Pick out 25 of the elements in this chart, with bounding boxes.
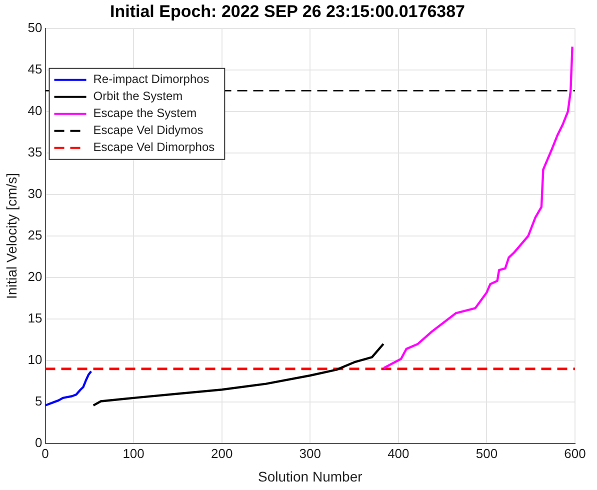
legend-label: Escape Vel Dimorphos bbox=[93, 140, 215, 154]
y-tick-label: 20 bbox=[28, 269, 42, 284]
x-tick-label: 300 bbox=[299, 446, 321, 461]
legend-label: Orbit the System bbox=[93, 89, 183, 104]
y-tick-label: 40 bbox=[28, 103, 42, 118]
y-tick-label: 35 bbox=[28, 144, 42, 160]
y-tick-label: 5 bbox=[35, 394, 42, 409]
y-tick-label: 30 bbox=[28, 186, 42, 202]
legend-label: Escape Vel Didymos bbox=[93, 123, 204, 138]
x-axis-title: Solution Number bbox=[258, 468, 363, 484]
y-tick-label: 0 bbox=[35, 435, 42, 450]
y-tick-label: 50 bbox=[28, 20, 42, 35]
y-axis-title: Initial Velocity [cm/s] bbox=[3, 172, 20, 300]
x-tick-label: 400 bbox=[388, 446, 410, 461]
y-tick-label: 15 bbox=[28, 310, 42, 326]
x-tick-label: 600 bbox=[564, 446, 586, 461]
y-tick-label: 25 bbox=[28, 228, 42, 243]
chart-title: Initial Epoch: 2022 SEP 26 23:15:00.0176387 bbox=[110, 2, 466, 21]
y-tick-label: 45 bbox=[28, 62, 42, 76]
y-tick-label: 10 bbox=[28, 352, 42, 368]
legend-label: Escape the System bbox=[93, 106, 197, 120]
legend-label: Re-impact Dimorphos bbox=[93, 72, 210, 86]
x-tick-label: 100 bbox=[122, 446, 144, 461]
x-tick-label: 200 bbox=[210, 446, 233, 461]
x-tick-label: 500 bbox=[476, 446, 498, 461]
